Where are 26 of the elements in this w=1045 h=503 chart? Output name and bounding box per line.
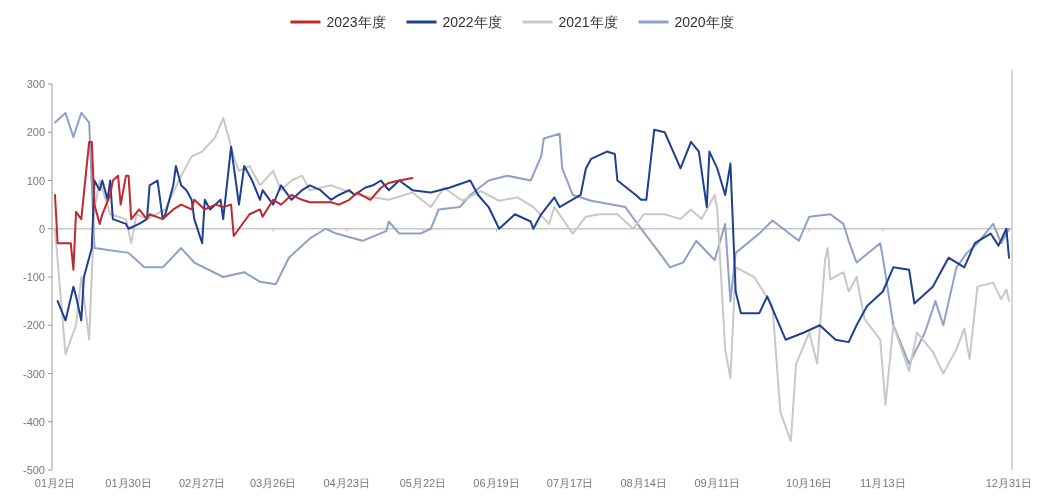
y-tick-label: 200: [26, 126, 45, 139]
x-tick-label: 01月2日: [34, 477, 76, 489]
x-tick-label: 05月22日: [399, 477, 447, 489]
y-tick-label: -200: [22, 319, 45, 332]
y-tick-label: 300: [26, 78, 45, 90]
x-tick-label: 02月27日: [178, 477, 226, 489]
legend-label: 2023年度: [326, 14, 386, 30]
y-tick-label: -400: [22, 415, 45, 428]
y-tick-label: -100: [22, 271, 45, 283]
y-tick-label: 0: [38, 222, 45, 235]
x-tick-label: 01月30日: [105, 477, 152, 489]
y-tick-label: -500: [22, 464, 45, 476]
x-tick-label: 07月17日: [546, 477, 594, 489]
x-tick-label: 10月16日: [786, 477, 833, 489]
x-tick-label: 08月14日: [620, 477, 667, 489]
y-tick-label: -300: [22, 367, 45, 380]
legend-label: 2022年度: [442, 14, 502, 30]
x-tick-label: 06月19日: [473, 477, 520, 489]
x-tick-label: 12月31日: [985, 477, 1033, 489]
x-tick-label: 03月26日: [249, 477, 297, 489]
x-tick-label: 04月23日: [323, 477, 370, 489]
y-tick-label: 100: [26, 174, 45, 187]
x-tick-label: 09月11日: [694, 477, 741, 489]
legend-label: 2021年度: [558, 14, 618, 30]
x-tick-label: 11月13日: [860, 477, 906, 489]
legend-label: 2020年度: [674, 14, 734, 30]
